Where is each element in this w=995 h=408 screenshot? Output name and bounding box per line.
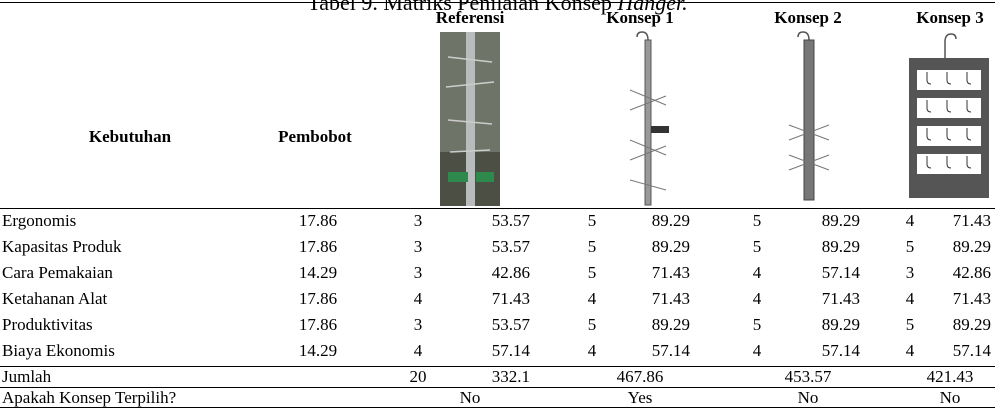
score: 4 [413, 289, 423, 308]
score: 4 [752, 341, 762, 360]
column-header: Konsep 2 [774, 8, 842, 27]
weighted-value: 42.86 [952, 263, 991, 282]
weighted-value: 71.43 [651, 263, 690, 282]
choice-value: No [939, 388, 961, 407]
rule [0, 2, 995, 3]
column-header: Referensi [435, 8, 505, 27]
score: 4 [752, 289, 762, 308]
score: 5 [752, 237, 762, 256]
weighted-value: 89.29 [821, 315, 860, 334]
weight: 17.86 [298, 289, 338, 308]
choice-value: Yes [627, 388, 653, 407]
weighted-value: 89.29 [821, 211, 860, 230]
concept-1-drawing [629, 31, 669, 206]
title-emphasis: Hanger. [617, 0, 688, 15]
need-name: Kapasitas Produk [2, 237, 122, 256]
need-name: Biaya Ekonomis [2, 341, 115, 360]
score: 3 [413, 211, 423, 230]
rule [0, 366, 995, 367]
weighted-value: 53.57 [491, 315, 530, 334]
score: 4 [905, 289, 915, 308]
score: 4 [413, 341, 423, 360]
total-value: 467.86 [616, 367, 664, 386]
weighted-value: 71.43 [651, 289, 690, 308]
weighted-value: 89.29 [651, 211, 690, 230]
weighted-value: 53.57 [491, 211, 530, 230]
total-value: 421.43 [926, 367, 974, 386]
weighted-value: 89.29 [651, 237, 690, 256]
score: 5 [587, 237, 597, 256]
weighted-value: 57.14 [821, 341, 860, 360]
score: 4 [905, 341, 915, 360]
score: 5 [905, 315, 915, 334]
choice-value: No [797, 388, 819, 407]
weighted-value: 53.57 [491, 237, 530, 256]
reference-photo [440, 32, 500, 206]
weighted-value: 71.43 [952, 289, 991, 308]
total-value: 332.1 [491, 367, 530, 386]
concept-2-drawing [788, 31, 830, 201]
weight: 17.86 [298, 237, 338, 256]
choice-value: No [459, 388, 481, 407]
need-name: Cara Pemakaian [2, 263, 113, 282]
weighted-value: 71.43 [491, 289, 530, 308]
weight: 14.29 [298, 341, 338, 360]
weighted-value: 57.14 [952, 341, 991, 360]
score: 4 [587, 289, 597, 308]
choice-label: Apakah Konsep Terpilih? [2, 388, 177, 407]
score: 5 [752, 315, 762, 334]
weight: 17.86 [298, 315, 338, 334]
score: 5 [752, 211, 762, 230]
weighted-value: 71.43 [821, 289, 860, 308]
column-header: Kebutuhan [88, 127, 172, 146]
need-name: Produktivitas [2, 315, 93, 334]
score: 5 [587, 315, 597, 334]
need-name: Ketahanan Alat [2, 289, 108, 308]
total-label: Jumlah [2, 367, 52, 386]
rule [0, 208, 995, 209]
score: 4 [752, 263, 762, 282]
title-text: Tabel 9. Matriks Penilaian Konsep [307, 0, 612, 15]
score: 3 [413, 263, 423, 282]
score: 5 [587, 211, 597, 230]
weighted-value: 89.29 [821, 237, 860, 256]
total-value: 453.57 [784, 367, 832, 386]
total-score: 20 [409, 367, 427, 386]
weighted-value: 42.86 [491, 263, 530, 282]
weighted-value: 57.14 [491, 341, 530, 360]
rule [0, 387, 995, 388]
score: 3 [413, 315, 423, 334]
weight: 17.86 [298, 211, 338, 230]
need-name: Ergonomis [2, 211, 77, 230]
weighted-value: 89.29 [952, 237, 991, 256]
column-header: Pembobot [278, 127, 352, 146]
concept-3-drawing [909, 33, 989, 198]
weighted-value: 57.14 [821, 263, 860, 282]
weight: 14.29 [298, 263, 338, 282]
score: 3 [905, 263, 915, 282]
weighted-value: 89.29 [952, 315, 991, 334]
table-title: Tabel 9. Matriks Penilaian Konsep Hanger… [0, 0, 995, 15]
weighted-value: 71.43 [952, 211, 991, 230]
score: 3 [413, 237, 423, 256]
score: 4 [905, 211, 915, 230]
column-header: Konsep 3 [916, 8, 984, 27]
score: 5 [587, 263, 597, 282]
weighted-value: 57.14 [651, 341, 690, 360]
score: 4 [587, 341, 597, 360]
weighted-value: 89.29 [651, 315, 690, 334]
column-header: Konsep 1 [606, 8, 674, 27]
score: 5 [905, 237, 915, 256]
